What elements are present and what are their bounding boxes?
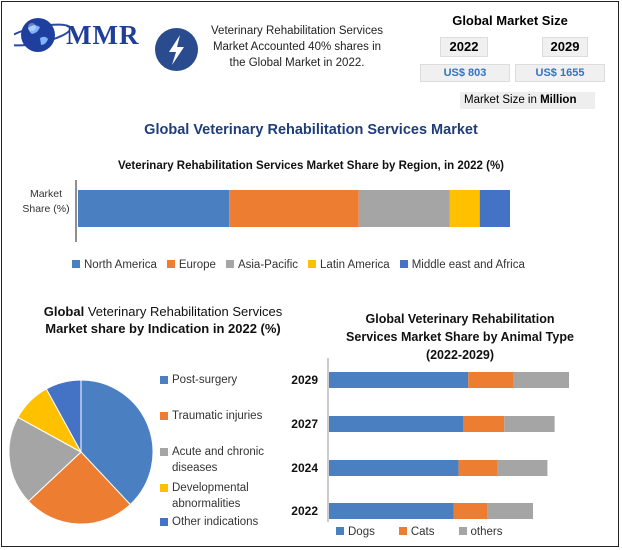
region-legend-item-latin-america: Latin America xyxy=(308,259,390,271)
legend-label: Middle east and Africa xyxy=(411,259,525,271)
legend-swatch xyxy=(336,527,344,535)
animal-legend-item-cats: Cats xyxy=(398,526,435,538)
legend-label: Dogs xyxy=(348,526,375,538)
legend-swatch xyxy=(225,260,234,268)
legend-label: Cats xyxy=(410,526,435,538)
animal-type-chart: 2029 2027 2024 2022 xyxy=(291,358,569,522)
market-size-unit: Market Size in Million xyxy=(460,92,595,109)
animal-bar-2022-cats xyxy=(453,503,488,519)
region-bar-asia-pacific xyxy=(358,190,450,227)
animal-bar-2029-cats xyxy=(468,372,514,388)
pie-title-rest: Veterinary Rehabilitation Services xyxy=(84,304,283,319)
value-start-box: US$ 803 xyxy=(420,64,510,82)
animal-legend: Dogs Cats others xyxy=(336,526,596,538)
legend-label: Europe xyxy=(178,259,216,271)
legend-swatch xyxy=(72,260,80,268)
pie-title-bold: Global xyxy=(43,304,85,319)
legend-swatch xyxy=(160,448,168,456)
legend-label: Acute and chronic diseases xyxy=(172,446,265,474)
animal-title-line-1: Global Veterinary Rehabilitation xyxy=(365,312,555,326)
legend-label: others xyxy=(470,526,503,538)
legend-swatch xyxy=(160,376,168,384)
region-legend: North America Europe Asia-Pacific Latin Ame… xyxy=(72,259,542,271)
animal-bar-2029-dogs xyxy=(329,372,469,388)
region-bar-europe xyxy=(229,190,359,227)
pie-slice-post-surgery xyxy=(80,379,154,506)
region-chart-title: Veterinary Rehabilitation Services Marke… xyxy=(117,160,505,172)
region-bar-middle-east-and-africa xyxy=(479,190,510,227)
legend-label: Post-surgery xyxy=(172,374,238,386)
market-size-title: Global Market Size xyxy=(452,13,568,28)
region-bar-latin-america xyxy=(449,190,480,227)
animal-bar-2022-others xyxy=(487,503,533,519)
legend-swatch xyxy=(166,260,175,268)
lightning-icon xyxy=(155,28,198,71)
pie-title-line2: Market share by Indication in 2022 (%) xyxy=(45,321,281,336)
mmr-logo: MMR xyxy=(4,12,138,58)
animal-bar-2029-others xyxy=(513,372,569,388)
legend-swatch xyxy=(160,518,168,526)
legend-label: Asia-Pacific xyxy=(237,259,299,271)
animal-legend-item-others: others xyxy=(458,526,503,538)
legend-swatch xyxy=(399,260,408,268)
year-label-2029: 2029 xyxy=(291,373,318,387)
pie-slice-acute-and-chronic-diseases xyxy=(8,416,82,502)
legend-swatch xyxy=(160,412,168,420)
legend-label: North America xyxy=(84,259,157,271)
unit-bold: Million xyxy=(540,94,577,106)
pie-legend-item-traumatic-injuries: Traumatic injuries xyxy=(160,408,300,424)
pie-legend-item-post-surgery: Post-surgery xyxy=(160,372,300,388)
indication-chart-title: Global Veterinary Rehabilitation Service… xyxy=(22,303,304,337)
main-title: Global Veterinary Rehabilitation Service… xyxy=(144,122,478,138)
year-start-box: 2022 xyxy=(440,37,488,57)
animal-bar-2024-others xyxy=(497,460,548,476)
value-end-box: US$ 1655 xyxy=(515,64,605,82)
animal-bar-2024-cats xyxy=(458,460,497,476)
year-label-2024: 2024 xyxy=(291,461,318,475)
legend-swatch xyxy=(398,527,407,535)
animal-bar-2027-others xyxy=(504,416,555,432)
animal-chart-title: Global Veterinary Rehabilitation Service… xyxy=(330,310,590,364)
animal-bar-2027-cats xyxy=(463,416,505,432)
pie-legend-item-other-indications: Other indications xyxy=(160,514,300,530)
year-label-2022: 2022 xyxy=(291,504,318,518)
legend-label: Developmental abnormalities xyxy=(172,482,249,510)
indication-pie-chart xyxy=(8,379,154,525)
region-legend-item-europe: Europe xyxy=(166,259,216,271)
legend-label: Traumatic injuries xyxy=(172,410,263,422)
animal-bar-2027-dogs xyxy=(329,416,464,432)
headline-text: Veterinary Rehabilitation Services Marke… xyxy=(211,25,383,69)
region-bar-north-america xyxy=(78,190,230,227)
animal-title-line-3: (2022-2029) xyxy=(425,348,495,362)
unit-prefix: Market Size in xyxy=(464,94,541,106)
pie-slice-traumatic-injuries xyxy=(27,451,131,525)
region-chart xyxy=(75,180,510,242)
pie-legend-item-developmental-abnormalities: Developmental abnormalities xyxy=(160,480,300,512)
year-label-2027: 2027 xyxy=(291,417,318,431)
legend-swatch xyxy=(308,260,317,268)
animal-bar-2024-dogs xyxy=(329,460,459,476)
globe-icon xyxy=(4,18,72,52)
legend-label: Latin America xyxy=(320,259,390,271)
region-legend-item-middle-east-and-africa: Middle east and Africa xyxy=(399,259,525,271)
legend-swatch xyxy=(458,527,467,535)
pie-legend-item-acute-and-chronic-diseases: Acute and chronic diseases xyxy=(160,444,300,476)
legend-swatch xyxy=(160,484,168,492)
year-end-box: 2029 xyxy=(542,37,588,57)
animal-title-line-2: Services Market Share by Animal Type xyxy=(346,330,574,344)
region-legend-item-north-america: North America xyxy=(72,259,157,271)
pie-slice-other-indications xyxy=(45,379,82,453)
logo-text: MMR xyxy=(66,20,140,50)
legend-label: Other indications xyxy=(172,516,259,528)
region-chart-ylabel: Market Share (%) xyxy=(22,188,70,215)
animal-legend-item-dogs: Dogs xyxy=(336,526,375,538)
region-legend-item-asia-pacific: Asia-Pacific xyxy=(225,259,299,271)
animal-bar-2022-dogs xyxy=(329,503,454,519)
